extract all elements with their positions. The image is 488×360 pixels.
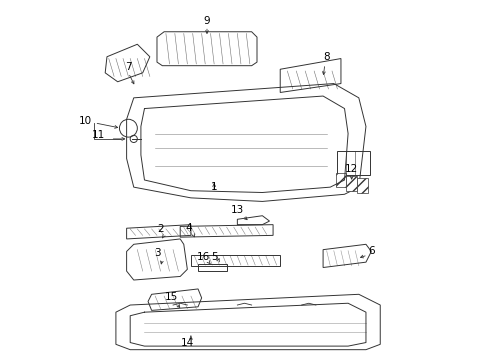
- Text: 2: 2: [157, 224, 163, 234]
- Text: 16: 16: [197, 252, 210, 262]
- Polygon shape: [346, 176, 356, 191]
- Text: 13: 13: [230, 205, 244, 215]
- Text: 6: 6: [367, 246, 374, 256]
- Text: 1: 1: [210, 182, 217, 192]
- Text: 3: 3: [153, 248, 160, 258]
- Polygon shape: [356, 178, 367, 193]
- Text: 14: 14: [181, 338, 194, 348]
- Text: 9: 9: [203, 16, 210, 26]
- Text: 4: 4: [185, 223, 192, 233]
- Text: 5: 5: [210, 252, 217, 262]
- Text: 11: 11: [91, 130, 104, 140]
- Text: 8: 8: [323, 52, 329, 62]
- Polygon shape: [335, 173, 346, 187]
- Text: 10: 10: [79, 116, 92, 126]
- Text: 12: 12: [345, 164, 358, 174]
- Text: 7: 7: [125, 63, 131, 72]
- Bar: [337, 152, 369, 175]
- Text: 15: 15: [164, 292, 178, 302]
